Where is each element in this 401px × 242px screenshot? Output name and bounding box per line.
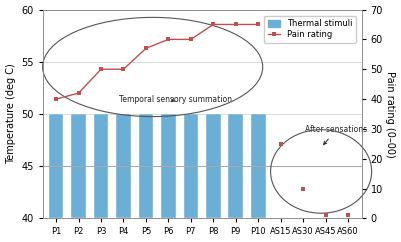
Bar	[161, 114, 176, 219]
Y-axis label: Pain rating (0–00): Pain rating (0–00)	[385, 71, 395, 157]
Y-axis label: Temperature (deg C): Temperature (deg C)	[6, 64, 16, 164]
Text: Temporal sensory summation: Temporal sensory summation	[119, 95, 232, 104]
Bar	[139, 114, 153, 219]
Bar	[184, 114, 198, 219]
Bar	[251, 114, 265, 219]
Bar	[49, 114, 63, 219]
Bar	[94, 114, 108, 219]
Bar	[229, 114, 243, 219]
Bar	[71, 114, 86, 219]
Text: After sensations: After sensations	[306, 125, 368, 144]
Legend: Thermal stimuli, Pain rating: Thermal stimuli, Pain rating	[264, 16, 356, 43]
Bar	[116, 114, 131, 219]
Bar	[206, 114, 221, 219]
